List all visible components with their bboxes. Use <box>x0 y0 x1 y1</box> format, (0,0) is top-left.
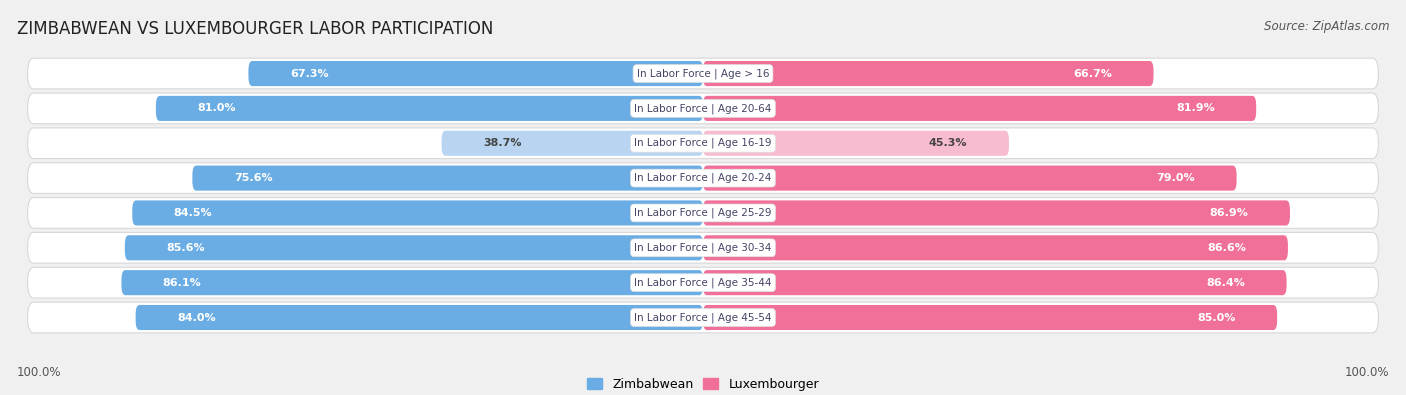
FancyBboxPatch shape <box>703 166 1237 191</box>
FancyBboxPatch shape <box>28 128 1378 158</box>
Text: 81.0%: 81.0% <box>197 103 236 113</box>
Text: In Labor Force | Age 25-29: In Labor Force | Age 25-29 <box>634 208 772 218</box>
FancyBboxPatch shape <box>156 96 703 121</box>
FancyBboxPatch shape <box>703 235 1288 260</box>
Text: In Labor Force | Age > 16: In Labor Force | Age > 16 <box>637 68 769 79</box>
Text: In Labor Force | Age 30-34: In Labor Force | Age 30-34 <box>634 243 772 253</box>
FancyBboxPatch shape <box>703 270 1286 295</box>
Text: Source: ZipAtlas.com: Source: ZipAtlas.com <box>1264 20 1389 33</box>
Text: In Labor Force | Age 20-24: In Labor Force | Age 20-24 <box>634 173 772 183</box>
FancyBboxPatch shape <box>125 235 703 260</box>
Text: 38.7%: 38.7% <box>484 138 522 148</box>
FancyBboxPatch shape <box>703 131 1010 156</box>
FancyBboxPatch shape <box>135 305 703 330</box>
Text: 86.6%: 86.6% <box>1208 243 1247 253</box>
Text: 84.0%: 84.0% <box>177 312 215 322</box>
Text: 45.3%: 45.3% <box>929 138 967 148</box>
FancyBboxPatch shape <box>249 61 703 86</box>
Text: 84.5%: 84.5% <box>174 208 212 218</box>
Text: In Labor Force | Age 45-54: In Labor Force | Age 45-54 <box>634 312 772 323</box>
FancyBboxPatch shape <box>28 233 1378 263</box>
FancyBboxPatch shape <box>441 131 703 156</box>
Text: In Labor Force | Age 20-64: In Labor Force | Age 20-64 <box>634 103 772 114</box>
FancyBboxPatch shape <box>28 302 1378 333</box>
Legend: Zimbabwean, Luxembourger: Zimbabwean, Luxembourger <box>588 378 818 391</box>
Text: 86.4%: 86.4% <box>1206 278 1246 288</box>
FancyBboxPatch shape <box>703 200 1289 226</box>
Text: 81.9%: 81.9% <box>1175 103 1215 113</box>
Text: 100.0%: 100.0% <box>17 366 62 379</box>
FancyBboxPatch shape <box>703 61 1153 86</box>
Text: 100.0%: 100.0% <box>1344 366 1389 379</box>
FancyBboxPatch shape <box>132 200 703 226</box>
Text: In Labor Force | Age 16-19: In Labor Force | Age 16-19 <box>634 138 772 149</box>
FancyBboxPatch shape <box>703 305 1277 330</box>
FancyBboxPatch shape <box>28 198 1378 228</box>
FancyBboxPatch shape <box>121 270 703 295</box>
Text: 79.0%: 79.0% <box>1157 173 1195 183</box>
Text: 75.6%: 75.6% <box>233 173 273 183</box>
Text: 85.0%: 85.0% <box>1197 312 1236 322</box>
Text: 67.3%: 67.3% <box>290 69 329 79</box>
Text: 86.9%: 86.9% <box>1209 208 1249 218</box>
Text: ZIMBABWEAN VS LUXEMBOURGER LABOR PARTICIPATION: ZIMBABWEAN VS LUXEMBOURGER LABOR PARTICI… <box>17 20 494 38</box>
Text: 66.7%: 66.7% <box>1073 69 1112 79</box>
FancyBboxPatch shape <box>28 58 1378 89</box>
FancyBboxPatch shape <box>28 93 1378 124</box>
Text: 86.1%: 86.1% <box>163 278 201 288</box>
FancyBboxPatch shape <box>28 163 1378 194</box>
Text: In Labor Force | Age 35-44: In Labor Force | Age 35-44 <box>634 277 772 288</box>
FancyBboxPatch shape <box>703 96 1256 121</box>
FancyBboxPatch shape <box>28 267 1378 298</box>
FancyBboxPatch shape <box>193 166 703 191</box>
Text: 85.6%: 85.6% <box>166 243 205 253</box>
